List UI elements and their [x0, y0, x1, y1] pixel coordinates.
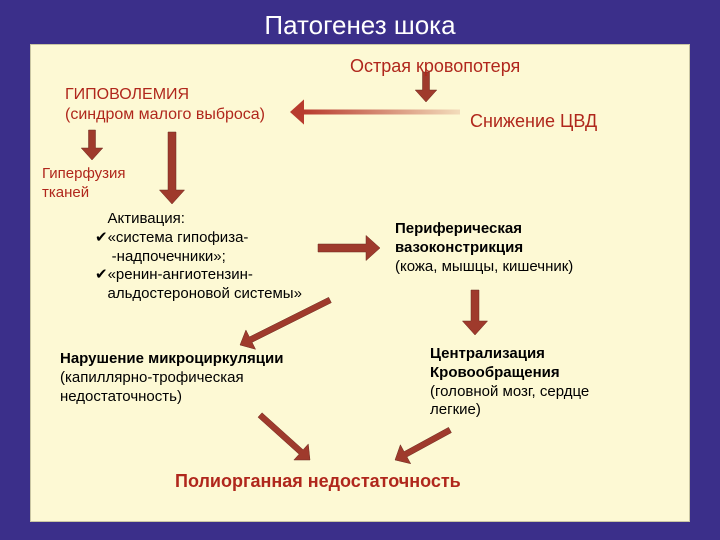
node-n1: Острая кровопотеря	[350, 55, 520, 78]
node-n7: Нарушение микроциркуляции(капиллярно-тро…	[60, 350, 283, 406]
node-n2: ГИПОВОЛЕМИЯ(синдром малого выброса)	[65, 85, 265, 125]
node-n6-line: вазоконстрикция	[395, 239, 573, 258]
node-n4-line: тканей	[42, 184, 126, 203]
node-n5-line: ✔«система гипофиза-	[95, 229, 302, 248]
node-n4-line: Гиперфузия	[42, 165, 126, 184]
node-n5-line: альдостероновой системы»	[95, 285, 302, 304]
node-n6-line: Периферическая	[395, 220, 573, 239]
node-n1-line: Острая кровопотеря	[350, 55, 520, 78]
node-n5-line: ✔«ренин-ангиотензин-	[95, 266, 302, 285]
node-n5: Активация:✔«система гипофиза- -надпочечн…	[95, 210, 302, 304]
node-n6-line: (кожа, мышцы, кишечник)	[395, 258, 573, 277]
node-n8-line: (головной мозг, сердце	[430, 383, 589, 402]
node-n5-line: Активация:	[95, 210, 302, 229]
node-n7-line: Нарушение микроциркуляции	[60, 350, 283, 369]
node-n8-line: Централизация	[430, 345, 589, 364]
node-n3: Снижение ЦВД	[470, 110, 597, 133]
node-n3-line: Снижение ЦВД	[470, 110, 597, 133]
node-n8-line: легкие)	[430, 401, 589, 420]
node-n7-line: (капиллярно-трофическая	[60, 369, 283, 388]
slide-title: Патогенез шока	[0, 10, 720, 41]
node-n8-line: Кровообращения	[430, 364, 589, 383]
node-n7-line: недостаточность)	[60, 388, 283, 407]
slide: Патогенез шока Острая кровопотеря ГИПОВОЛ…	[0, 0, 720, 540]
node-n2-line: ГИПОВОЛЕМИЯ	[65, 85, 265, 105]
node-n4: Гиперфузиятканей	[42, 165, 126, 203]
node-n9: Полиорганная недостаточность	[175, 470, 461, 493]
node-n5-line: -надпочечники»;	[95, 248, 302, 267]
node-n6: Периферическаявазоконстрикция(кожа, мышц…	[395, 220, 573, 276]
node-n9-line: Полиорганная недостаточность	[175, 470, 461, 493]
node-n2-line: (синдром малого выброса)	[65, 105, 265, 125]
node-n8: ЦентрализацияКровообращения(головной моз…	[430, 345, 589, 420]
